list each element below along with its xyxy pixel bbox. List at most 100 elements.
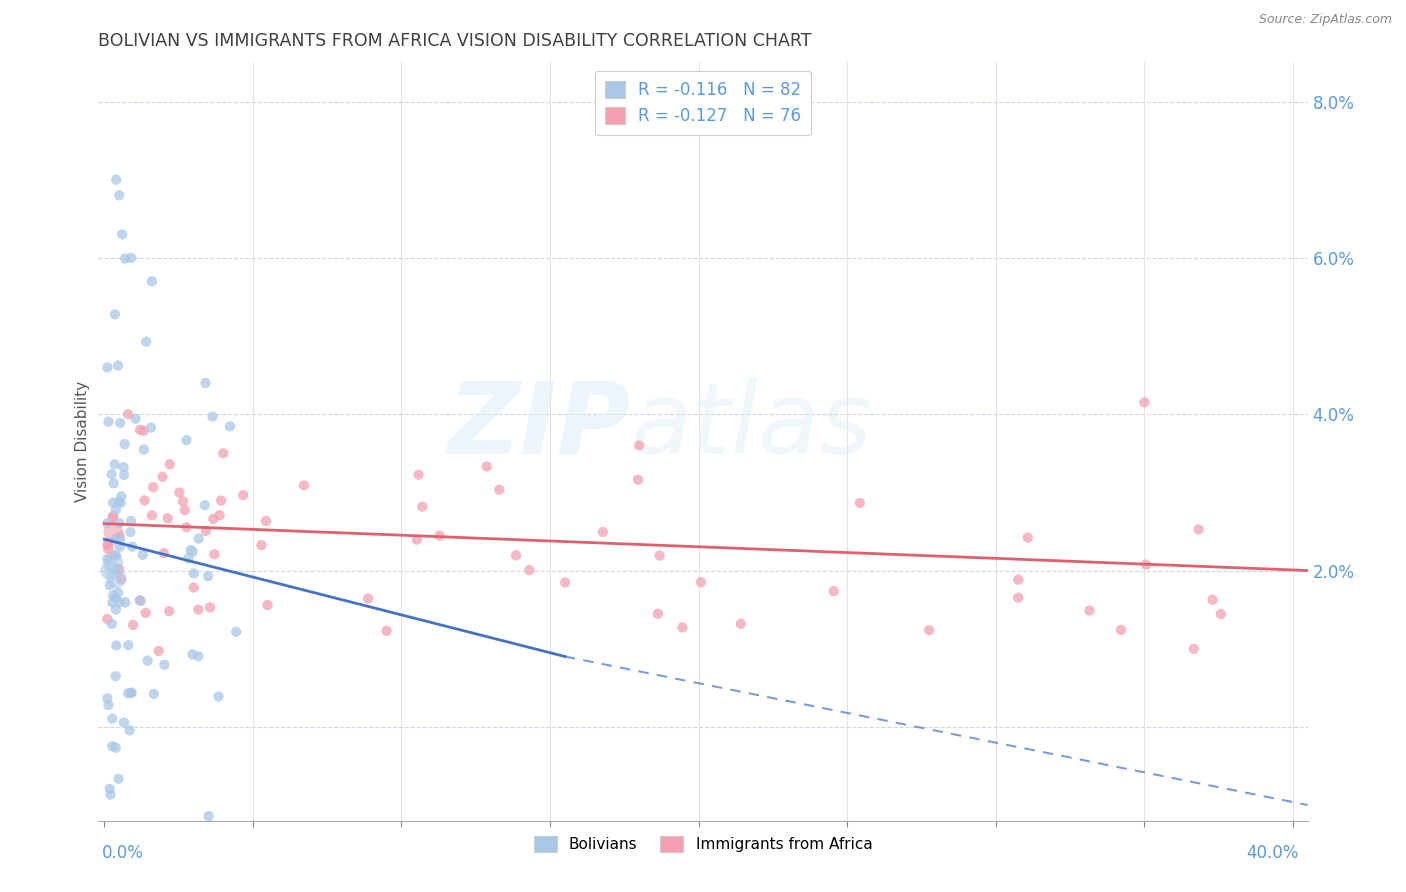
Point	[101, 588, 124, 602]
Point	[408, 467, 430, 482]
Point	[250, 538, 273, 552]
Point	[105, 549, 128, 563]
Point	[475, 459, 498, 474]
Point	[194, 524, 217, 538]
Point	[554, 575, 576, 590]
Text: 40.0%: 40.0%	[1246, 844, 1299, 862]
Point	[104, 502, 127, 516]
Point	[159, 458, 181, 472]
Point	[187, 532, 209, 546]
Point	[429, 529, 451, 543]
Point	[101, 496, 124, 510]
Point	[849, 496, 872, 510]
Point	[197, 569, 219, 583]
Point	[1017, 531, 1039, 545]
Point	[117, 638, 139, 652]
Point	[108, 416, 131, 430]
Point	[104, 458, 127, 472]
Point	[114, 595, 136, 609]
Point	[129, 594, 152, 608]
Point	[156, 511, 179, 525]
Point	[135, 334, 157, 349]
Point	[98, 564, 121, 578]
Point	[690, 575, 713, 590]
Point	[628, 438, 651, 452]
Point	[1133, 395, 1156, 409]
Text: BOLIVIAN VS IMMIGRANTS FROM AFRICA VISION DISABILITY CORRELATION CHART: BOLIVIAN VS IMMIGRANTS FROM AFRICA VISIO…	[98, 32, 811, 50]
Point	[1135, 558, 1157, 572]
Point	[112, 467, 135, 482]
Point	[176, 433, 198, 447]
Point	[169, 485, 191, 500]
Point	[97, 698, 120, 712]
Point	[97, 415, 120, 429]
Point	[357, 591, 380, 606]
Point	[124, 411, 146, 425]
Point	[108, 540, 131, 554]
Y-axis label: Vision Disability: Vision Disability	[75, 381, 90, 502]
Point	[132, 442, 155, 457]
Point	[153, 657, 176, 672]
Point	[1109, 623, 1132, 637]
Point	[519, 563, 541, 577]
Point	[108, 188, 131, 202]
Point	[148, 644, 170, 658]
Text: 0.0%: 0.0%	[101, 844, 143, 862]
Point	[104, 740, 127, 755]
Point	[141, 274, 163, 288]
Point	[105, 172, 128, 186]
Point	[104, 669, 127, 683]
Point	[256, 598, 278, 612]
Point	[135, 606, 157, 620]
Point	[648, 549, 671, 563]
Point	[122, 618, 145, 632]
Point	[918, 623, 941, 637]
Point	[111, 227, 134, 242]
Point	[172, 494, 194, 508]
Point	[101, 739, 124, 754]
Point	[181, 545, 204, 559]
Point	[671, 620, 693, 634]
Point	[107, 772, 129, 786]
Point	[101, 712, 124, 726]
Point	[103, 524, 125, 539]
Point	[98, 788, 121, 802]
Point	[139, 420, 162, 434]
Point	[202, 547, 225, 561]
Point	[375, 624, 398, 638]
Legend: Bolivians, Immigrants from Africa: Bolivians, Immigrants from Africa	[527, 830, 879, 858]
Point	[181, 648, 204, 662]
Point	[114, 252, 136, 266]
Point	[505, 549, 527, 563]
Point	[121, 686, 143, 700]
Point	[1078, 603, 1101, 617]
Point	[141, 508, 163, 523]
Point	[96, 516, 118, 531]
Point	[98, 535, 121, 549]
Point	[152, 469, 174, 483]
Point	[1209, 607, 1232, 621]
Point	[108, 495, 131, 509]
Point	[105, 571, 128, 585]
Point	[110, 489, 132, 503]
Point	[120, 685, 142, 699]
Point	[105, 532, 128, 546]
Point	[823, 584, 845, 599]
Point	[108, 533, 131, 547]
Point	[194, 498, 217, 512]
Point	[207, 690, 229, 704]
Point	[120, 251, 142, 265]
Point	[201, 409, 224, 424]
Point	[187, 602, 209, 616]
Point	[114, 437, 136, 451]
Point	[118, 723, 141, 738]
Point	[212, 446, 235, 460]
Point	[183, 581, 205, 595]
Point	[187, 649, 209, 664]
Point	[107, 585, 129, 599]
Point	[197, 809, 219, 823]
Point	[142, 687, 165, 701]
Point	[225, 624, 247, 639]
Point	[98, 578, 121, 592]
Point	[292, 478, 315, 492]
